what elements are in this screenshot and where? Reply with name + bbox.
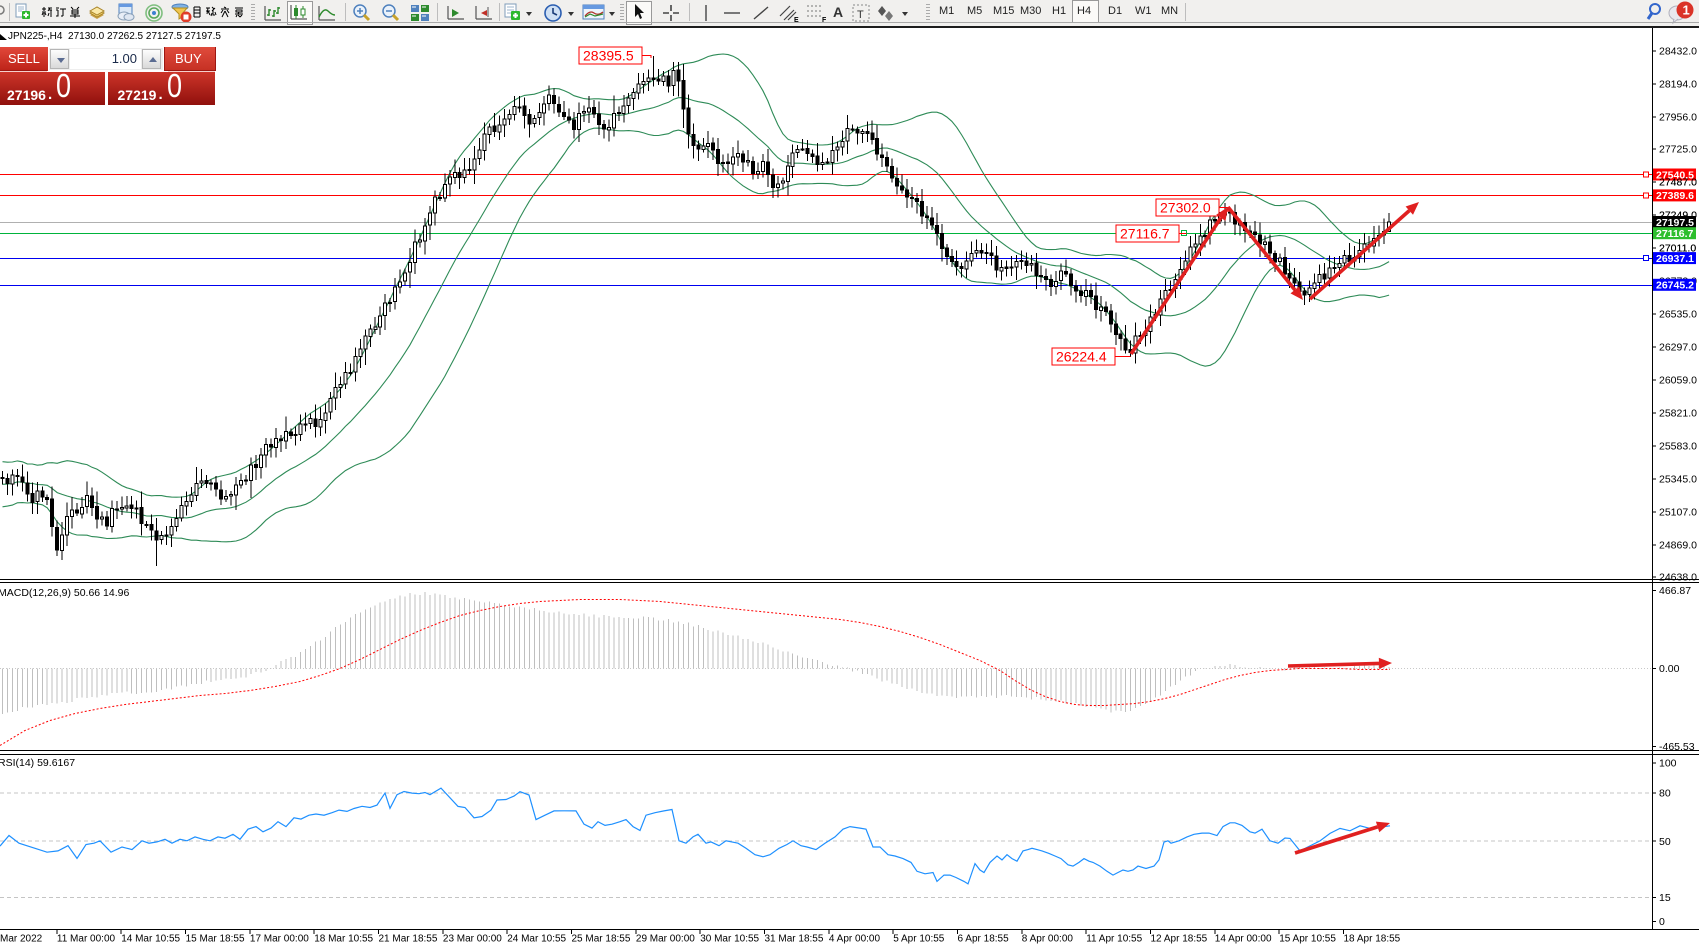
svg-text:25821.0: 25821.0 [1659, 407, 1697, 419]
svg-text:27540.5: 27540.5 [1656, 169, 1694, 181]
svg-text:30 Mar 10:55: 30 Mar 10:55 [700, 934, 759, 944]
svg-text:0.00: 0.00 [1659, 663, 1680, 675]
svg-text:17 Mar 00:00: 17 Mar 00:00 [250, 934, 309, 944]
svg-text:14 Mar 10:55: 14 Mar 10:55 [121, 934, 180, 944]
svg-text:11 Apr 10:55: 11 Apr 10:55 [1086, 934, 1142, 944]
svg-text:29 Mar 00:00: 29 Mar 00:00 [636, 934, 695, 944]
svg-text:RSI(14) 59.6167: RSI(14) 59.6167 [0, 757, 75, 769]
svg-text:31 Mar 18:55: 31 Mar 18:55 [765, 934, 824, 944]
svg-text:27011.0: 27011.0 [1659, 242, 1696, 254]
svg-text:T: T [857, 9, 864, 21]
svg-text:6 Apr 18:55: 6 Apr 18:55 [958, 934, 1010, 944]
svg-text:26297.0: 26297.0 [1659, 341, 1697, 353]
svg-text:27389.6: 27389.6 [1656, 190, 1694, 202]
svg-text:25345.0: 25345.0 [1659, 473, 1697, 485]
svg-text:4 Apr 00:00: 4 Apr 00:00 [829, 934, 881, 944]
svg-text:27302.0: 27302.0 [1160, 200, 1211, 216]
svg-text:26224.4: 26224.4 [1056, 349, 1107, 365]
svg-text:11 Mar 00:00: 11 Mar 00:00 [57, 934, 116, 944]
svg-text:Mar 2022: Mar 2022 [0, 934, 43, 944]
svg-text:28432.0: 28432.0 [1659, 45, 1697, 57]
svg-text:27725.0: 27725.0 [1659, 143, 1697, 155]
svg-text:18 Mar 10:55: 18 Mar 10:55 [314, 934, 373, 944]
svg-text:MACD(12,26,9) 50.66 14.96: MACD(12,26,9) 50.66 14.96 [0, 587, 129, 599]
svg-text:26745.2: 26745.2 [1656, 280, 1694, 292]
svg-text:100: 100 [1659, 758, 1677, 770]
svg-text:28395.5: 28395.5 [583, 48, 634, 64]
svg-text:14 Apr 00:00: 14 Apr 00:00 [1215, 934, 1272, 944]
svg-text:0: 0 [1659, 916, 1665, 928]
svg-text:25107.0: 25107.0 [1659, 506, 1697, 518]
svg-text:24638.0: 24638.0 [1659, 571, 1697, 583]
svg-text:21 Mar 18:55: 21 Mar 18:55 [379, 934, 438, 944]
svg-text:27956.0: 27956.0 [1659, 111, 1697, 123]
svg-text:26059.0: 26059.0 [1659, 374, 1697, 386]
svg-text:18 Apr 18:55: 18 Apr 18:55 [1344, 934, 1401, 944]
svg-text:15 Apr 10:55: 15 Apr 10:55 [1279, 934, 1336, 944]
svg-text:27116.7: 27116.7 [1120, 226, 1170, 242]
svg-text:26937.1: 26937.1 [1656, 253, 1694, 265]
svg-text:5 Apr 10:55: 5 Apr 10:55 [893, 934, 945, 944]
svg-text:80: 80 [1659, 788, 1671, 800]
svg-text:27011.0: 27011.0 [1659, 242, 1696, 254]
svg-text:26535.0: 26535.0 [1659, 308, 1697, 320]
svg-text:24869.0: 24869.0 [1659, 539, 1697, 551]
svg-text:27487.0: 27487.0 [1659, 176, 1697, 188]
svg-text:24 Mar 10:55: 24 Mar 10:55 [507, 934, 566, 944]
svg-text:28194.0: 28194.0 [1659, 78, 1697, 90]
svg-text:25 Mar 18:55: 25 Mar 18:55 [572, 934, 631, 944]
svg-text:23 Mar 00:00: 23 Mar 00:00 [443, 934, 502, 944]
svg-text:50: 50 [1659, 836, 1671, 848]
svg-text:15 Mar 18:55: 15 Mar 18:55 [186, 934, 245, 944]
svg-text:15: 15 [1659, 892, 1671, 904]
svg-text:12 Apr 18:55: 12 Apr 18:55 [1151, 934, 1208, 944]
svg-text:-465.53: -465.53 [1659, 741, 1695, 753]
svg-text:E: E [794, 17, 799, 23]
svg-text:F: F [822, 17, 827, 23]
svg-text:466.87: 466.87 [1659, 585, 1691, 597]
svg-text:27197.5: 27197.5 [1656, 217, 1694, 229]
svg-text:27116.7: 27116.7 [1656, 228, 1694, 240]
svg-text:25583.0: 25583.0 [1659, 440, 1697, 452]
svg-text:8 Apr 00:00: 8 Apr 00:00 [1022, 934, 1074, 944]
svg-text:1: 1 [1683, 3, 1690, 18]
